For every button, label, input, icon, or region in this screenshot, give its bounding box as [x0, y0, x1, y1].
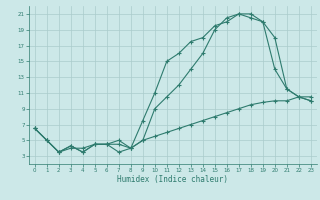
X-axis label: Humidex (Indice chaleur): Humidex (Indice chaleur) [117, 175, 228, 184]
